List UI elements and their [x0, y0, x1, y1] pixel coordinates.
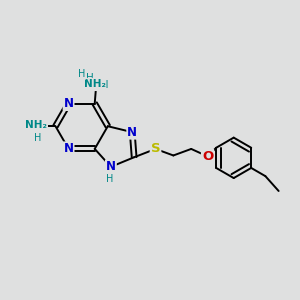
Text: N: N [127, 126, 137, 139]
Text: H: H [86, 73, 94, 83]
Text: NH₂: NH₂ [84, 79, 106, 89]
Text: N: N [64, 142, 74, 155]
Text: N: N [106, 160, 116, 173]
Text: S: S [151, 142, 160, 155]
Text: H: H [34, 133, 41, 142]
Text: H: H [106, 174, 113, 184]
Text: N: N [64, 97, 74, 110]
Text: NH: NH [90, 80, 108, 90]
Text: H: H [78, 69, 85, 79]
Text: NH₂: NH₂ [25, 120, 47, 130]
Text: O: O [202, 150, 213, 163]
